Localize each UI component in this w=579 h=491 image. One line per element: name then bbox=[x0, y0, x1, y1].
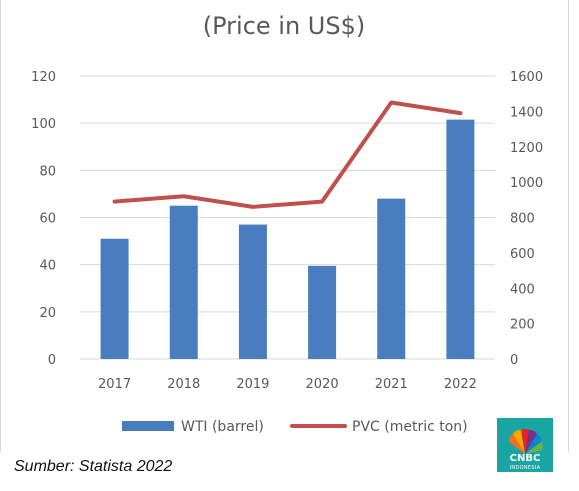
chart-title: (Price in US$) bbox=[202, 12, 366, 40]
y-left-tick-label: 60 bbox=[39, 212, 56, 227]
bar-wti bbox=[377, 198, 406, 359]
legend-label-pvc: PVC (metric ton) bbox=[352, 419, 468, 435]
x-tick-label: 2020 bbox=[306, 377, 339, 392]
y-left-tick-label: 120 bbox=[31, 70, 56, 85]
y-left-tick-label: 40 bbox=[39, 259, 56, 274]
y-right-tick-label: 1600 bbox=[510, 70, 543, 85]
y-right-tick-label: 600 bbox=[510, 247, 535, 262]
frame-border-left bbox=[0, 0, 1, 452]
logo-subtitle: INDONESIA bbox=[509, 465, 541, 471]
frame-border-right bbox=[568, 0, 569, 452]
y-right-tick-label: 1200 bbox=[510, 141, 543, 156]
bar-wti bbox=[308, 265, 337, 359]
bar-wti bbox=[238, 224, 267, 359]
y-right-tick-label: 200 bbox=[510, 318, 535, 333]
y-right-tick-label: 400 bbox=[510, 282, 535, 297]
x-tick-label: 2017 bbox=[98, 377, 131, 392]
line-pvc bbox=[112, 100, 463, 209]
y-right-tick-label: 1400 bbox=[510, 105, 543, 120]
y-right-tick-label: 1000 bbox=[510, 176, 543, 191]
bar-wti bbox=[100, 238, 129, 359]
x-tick-label: 2018 bbox=[167, 377, 200, 392]
cnbc-logo: CNBC INDONESIA bbox=[497, 418, 553, 472]
x-tick-label: 2021 bbox=[375, 377, 408, 392]
bar-wti bbox=[446, 119, 475, 359]
y-left-tick-label: 0 bbox=[48, 353, 56, 368]
peacock-icon bbox=[508, 428, 543, 454]
y-left-tick-label: 20 bbox=[39, 306, 56, 321]
x-tick-label: 2022 bbox=[444, 377, 477, 392]
y-left-tick-label: 80 bbox=[39, 164, 56, 179]
legend-label-wti: WTI (barrel) bbox=[181, 419, 264, 435]
logo-wordmark: CNBC bbox=[509, 453, 541, 464]
y-left-tick-label: 100 bbox=[31, 117, 56, 132]
legend-swatch-wti bbox=[122, 421, 174, 431]
bar-wti bbox=[169, 205, 198, 359]
y-right-tick-label: 800 bbox=[510, 212, 535, 227]
x-tick-label: 2019 bbox=[236, 377, 269, 392]
source-caption: Sumber: Statista 2022 bbox=[14, 458, 173, 475]
y-right-tick-label: 0 bbox=[510, 353, 518, 368]
